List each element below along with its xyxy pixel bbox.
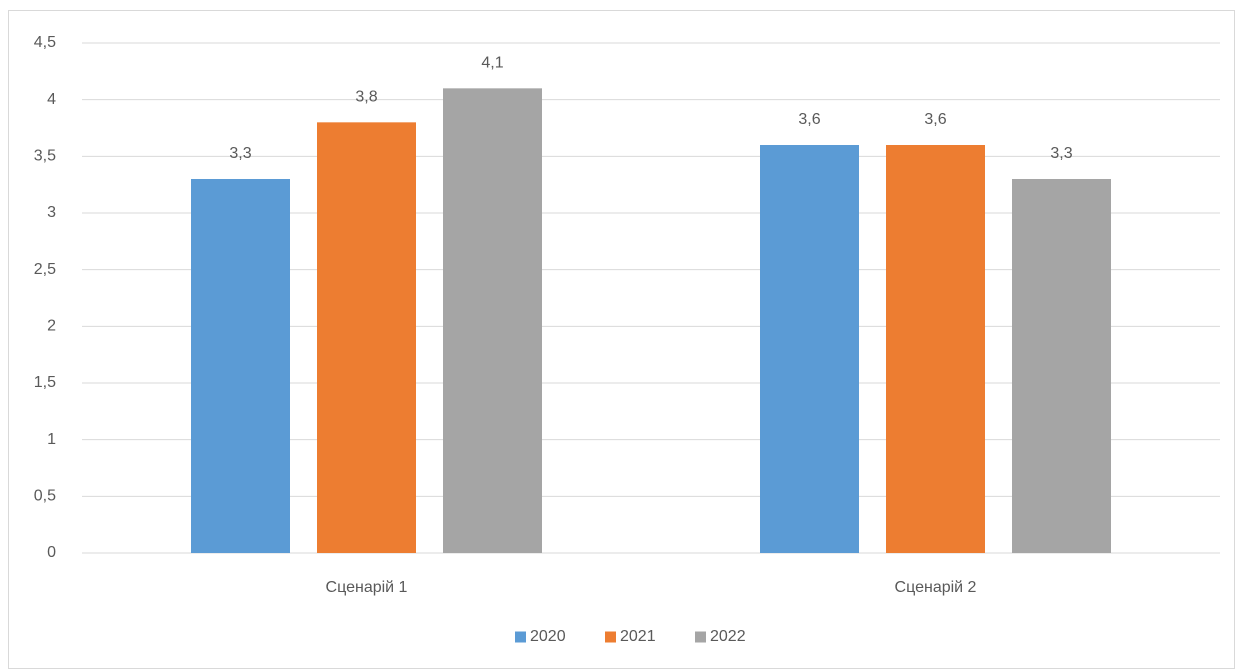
legend-swatch — [605, 631, 616, 643]
bar — [443, 88, 542, 553]
y-tick-label: 4,5 — [34, 34, 56, 51]
x-tick-label: Сценарій 2 — [895, 579, 977, 596]
x-tick-label: Сценарій 1 — [326, 579, 408, 596]
bar — [191, 179, 290, 553]
legend-label: 2020 — [530, 628, 566, 645]
legend-label: 2022 — [710, 628, 746, 645]
bar — [760, 145, 859, 553]
data-label: 3,3 — [1050, 145, 1072, 162]
y-tick-label: 0,5 — [34, 488, 56, 505]
data-label: 3,8 — [355, 89, 377, 106]
data-label: 3,6 — [924, 111, 946, 128]
bar — [886, 145, 985, 553]
bar — [1012, 179, 1111, 553]
data-label: 4,1 — [481, 55, 503, 72]
y-tick-label: 2 — [47, 318, 56, 335]
y-tick-label: 4 — [47, 91, 56, 108]
y-tick-label: 0 — [47, 544, 56, 561]
bar — [317, 122, 416, 553]
data-label: 3,6 — [798, 111, 820, 128]
legend-label: 2021 — [620, 628, 656, 645]
legend-swatch — [695, 631, 706, 643]
y-tick-label: 3,5 — [34, 148, 56, 165]
y-tick-label: 1,5 — [34, 374, 56, 391]
y-tick-label: 1 — [47, 431, 56, 448]
data-label: 3,3 — [229, 145, 251, 162]
y-tick-label: 2,5 — [34, 261, 56, 278]
y-tick-label: 3 — [47, 204, 56, 221]
legend-swatch — [515, 631, 526, 643]
